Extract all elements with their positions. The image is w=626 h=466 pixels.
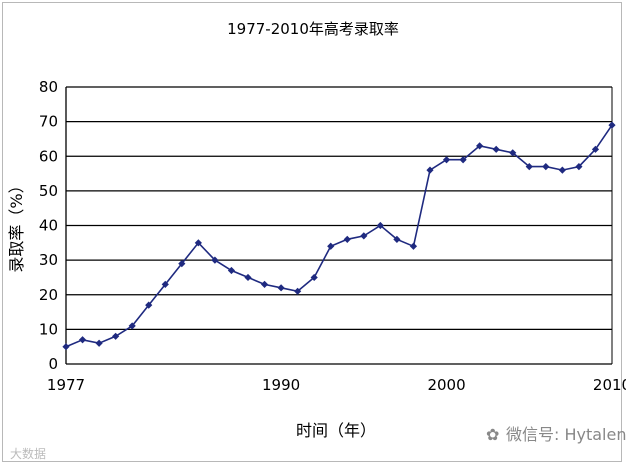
x-tick-label: 1990 bbox=[262, 376, 300, 394]
y-tick-label: 20 bbox=[39, 286, 58, 304]
data-point bbox=[260, 280, 269, 288]
data-point bbox=[442, 156, 451, 164]
y-tick-label: 70 bbox=[39, 113, 58, 131]
data-point bbox=[145, 301, 153, 309]
data-point bbox=[558, 166, 566, 174]
data-point bbox=[360, 232, 368, 240]
data-point bbox=[376, 221, 384, 230]
y-tick-label: 60 bbox=[39, 147, 58, 165]
data-point bbox=[161, 280, 169, 288]
y-tick-label: 30 bbox=[39, 251, 58, 269]
data-point bbox=[459, 156, 467, 164]
watermark: ✿ 微信号: Hytalents 大数据 bbox=[10, 425, 626, 461]
data-point bbox=[178, 259, 186, 268]
data-point bbox=[194, 239, 202, 247]
data-points bbox=[62, 121, 616, 351]
data-point bbox=[409, 242, 418, 250]
data-point bbox=[310, 273, 318, 282]
data-point bbox=[244, 273, 252, 282]
data-point bbox=[393, 235, 401, 243]
data-point bbox=[492, 145, 500, 153]
series-line bbox=[65, 124, 613, 348]
x-tick-label: 1977 bbox=[47, 376, 85, 394]
data-point bbox=[62, 343, 70, 351]
axes bbox=[65, 87, 613, 365]
y-tick-labels: 0 10 20 30 40 50 60 70 80 bbox=[39, 78, 58, 373]
chart-frame bbox=[2, 2, 622, 462]
data-point bbox=[327, 242, 335, 250]
data-point bbox=[608, 121, 616, 129]
data-point bbox=[575, 163, 583, 171]
data-point bbox=[211, 256, 219, 264]
data-point bbox=[343, 235, 351, 243]
y-tick-label: 10 bbox=[39, 320, 58, 338]
y-tick-label: 40 bbox=[39, 217, 58, 235]
y-axis-label: 录取率（%） bbox=[7, 177, 26, 272]
data-point bbox=[277, 284, 285, 292]
x-tick-labels: 1977 1990 2000 2010 bbox=[47, 376, 626, 394]
watermark-corner: 大数据 bbox=[10, 446, 46, 461]
data-point bbox=[227, 266, 236, 275]
data-point bbox=[294, 287, 302, 295]
x-tick-label: 2010 bbox=[593, 376, 626, 394]
x-tick-label: 2000 bbox=[427, 376, 465, 394]
y-tick-label: 0 bbox=[48, 355, 58, 373]
data-point bbox=[591, 145, 600, 153]
data-point bbox=[542, 163, 550, 171]
data-point bbox=[525, 163, 533, 171]
watermark-wechat: 微信号: Hytalents bbox=[506, 425, 626, 444]
wechat-icon: ✿ bbox=[486, 425, 499, 444]
data-point bbox=[426, 166, 434, 174]
chart-title: 1977-2010年高考录取率 bbox=[227, 20, 399, 38]
data-point bbox=[112, 332, 120, 340]
x-axis-label: 时间（年） bbox=[296, 421, 376, 440]
data-point bbox=[78, 336, 87, 344]
y-tick-label: 50 bbox=[39, 182, 58, 200]
series-polyline bbox=[65, 124, 613, 348]
data-point bbox=[95, 339, 103, 347]
y-tick-label: 80 bbox=[39, 78, 58, 96]
grid-lines bbox=[66, 86, 612, 331]
data-point bbox=[128, 322, 136, 330]
data-point bbox=[509, 149, 517, 157]
data-point bbox=[476, 142, 484, 150]
